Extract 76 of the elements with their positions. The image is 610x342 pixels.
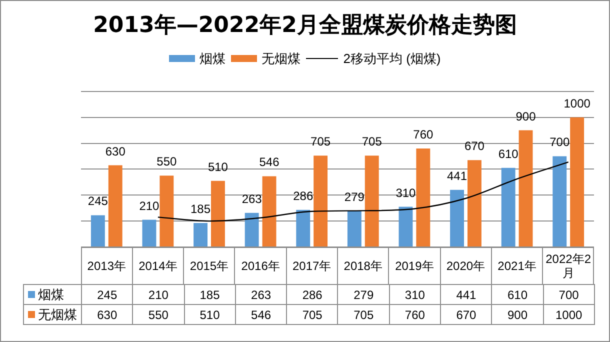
data-label: 510 (208, 160, 228, 174)
text: 185 (184, 284, 236, 304)
data-label: 670 (464, 139, 485, 154)
text: 279 (338, 284, 390, 304)
bar (467, 160, 482, 246)
x-tick-label: 2022年2月 (542, 248, 594, 284)
text: 310 (389, 284, 441, 304)
data-label: 310 (396, 186, 416, 200)
x-tick-label: 2013年 (81, 248, 132, 284)
x-tick-label: 2016年 (234, 248, 286, 284)
text: 546 (235, 304, 287, 324)
bar (194, 223, 208, 246)
bar (160, 176, 174, 246)
text: 无烟煤 (24, 304, 82, 324)
data-label: 441 (447, 168, 468, 183)
x-tick-label: 2020年 (440, 248, 492, 284)
data-label: 286 (293, 188, 314, 203)
text: 670 (440, 304, 492, 324)
text: 700 (543, 284, 594, 304)
text: 1000 (543, 304, 594, 324)
data-label: 245 (88, 194, 108, 208)
data-label: 700 (550, 135, 570, 150)
data-label: 279 (344, 190, 365, 204)
bar (262, 176, 276, 246)
data-label: 760 (413, 127, 434, 142)
chart-title: 2013年—2022年2月全盟煤炭价格走势图 (93, 12, 517, 38)
bar (552, 156, 567, 246)
text: 550 (132, 304, 184, 324)
data-label: 705 (362, 134, 382, 149)
text: 760 (389, 304, 441, 324)
bar (108, 165, 122, 246)
x-tick-label: 2014年 (132, 248, 184, 284)
data-label: 185 (190, 202, 211, 216)
text: 烟煤 (24, 284, 82, 304)
x-tick-label: 2018年 (337, 248, 389, 284)
text: 900 (492, 304, 544, 324)
text: 210 (132, 284, 184, 304)
text: 705 (338, 304, 390, 324)
bar (398, 206, 413, 246)
text: 610 (492, 284, 544, 304)
bar (142, 220, 156, 246)
bar (244, 212, 259, 246)
data-label: 210 (139, 198, 160, 213)
data-label: 705 (310, 134, 331, 149)
legend-label: 无烟煤 (261, 51, 300, 66)
bar (501, 168, 516, 246)
legend-label: 烟煤 (199, 51, 226, 66)
data-label: 546 (259, 155, 280, 170)
bar (364, 156, 379, 246)
data-label: 610 (498, 146, 519, 161)
text: 286 (286, 284, 338, 304)
bar (296, 210, 310, 246)
text: 705 (286, 304, 338, 324)
bar (518, 130, 533, 246)
x-tick-label: 2015年 (184, 248, 235, 284)
text: 510 (184, 304, 236, 324)
text: 245 (82, 284, 133, 304)
text: 263 (235, 284, 287, 304)
bar (416, 148, 430, 246)
bar (450, 190, 464, 246)
x-tick-label: 2019年 (388, 248, 440, 284)
x-tick-label: 2017年 (286, 248, 338, 284)
text: 630 (82, 304, 133, 324)
data-label: 630 (105, 144, 126, 158)
data-label: 900 (516, 109, 536, 124)
text: 441 (440, 284, 492, 304)
data-label: 550 (156, 154, 178, 169)
data-label: 263 (242, 192, 262, 206)
bar (570, 117, 584, 246)
bar (90, 215, 105, 246)
bar (210, 180, 225, 246)
x-tick-label: 2021年 (491, 248, 543, 284)
data-label: 1000 (564, 96, 591, 110)
bar (314, 156, 328, 246)
bar (347, 210, 362, 246)
legend-label: 2移动平均 (烟煤) (343, 51, 441, 66)
